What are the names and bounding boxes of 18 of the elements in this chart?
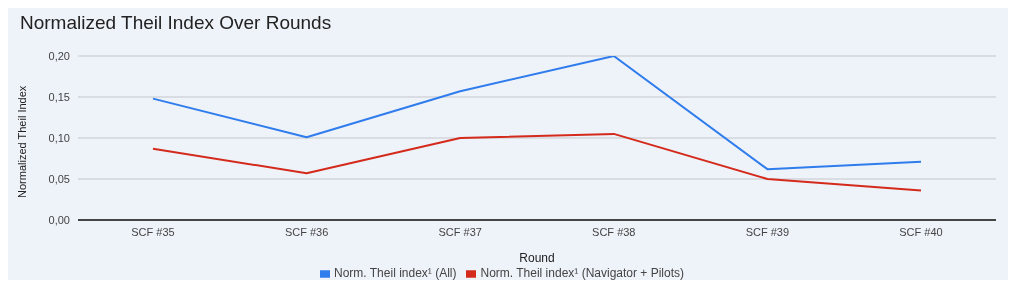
x-tick-label: SCF #39 xyxy=(745,225,790,238)
x-tick-label: SCF #40 xyxy=(899,225,943,238)
line-series xyxy=(152,56,922,171)
y-tick-label: 0,00 xyxy=(48,213,70,226)
y-tick-label: 0,15 xyxy=(48,90,70,103)
x-tick-label: SCF #36 xyxy=(284,225,329,238)
y-tick-label: 0,20 xyxy=(48,49,70,62)
y-axis-title: Normalized Theil Index xyxy=(15,85,28,198)
x-tick-label: SCF #37 xyxy=(438,225,482,238)
legend-label: Norm. Theil index¹ (All) xyxy=(334,266,457,280)
legend-label: Norm. Theil index¹ (Navigator + Pilots) xyxy=(480,266,684,280)
y-tick-label: 0,10 xyxy=(48,131,70,144)
x-tick-label: SCF #35 xyxy=(131,225,175,238)
x-tick-label: SCF #38 xyxy=(592,225,636,238)
line-series xyxy=(152,132,922,192)
chart-title: Normalized Theil Index Over Rounds xyxy=(20,12,332,34)
y-tick-label: 0,05 xyxy=(48,172,70,185)
x-axis-title: Round xyxy=(519,251,555,265)
